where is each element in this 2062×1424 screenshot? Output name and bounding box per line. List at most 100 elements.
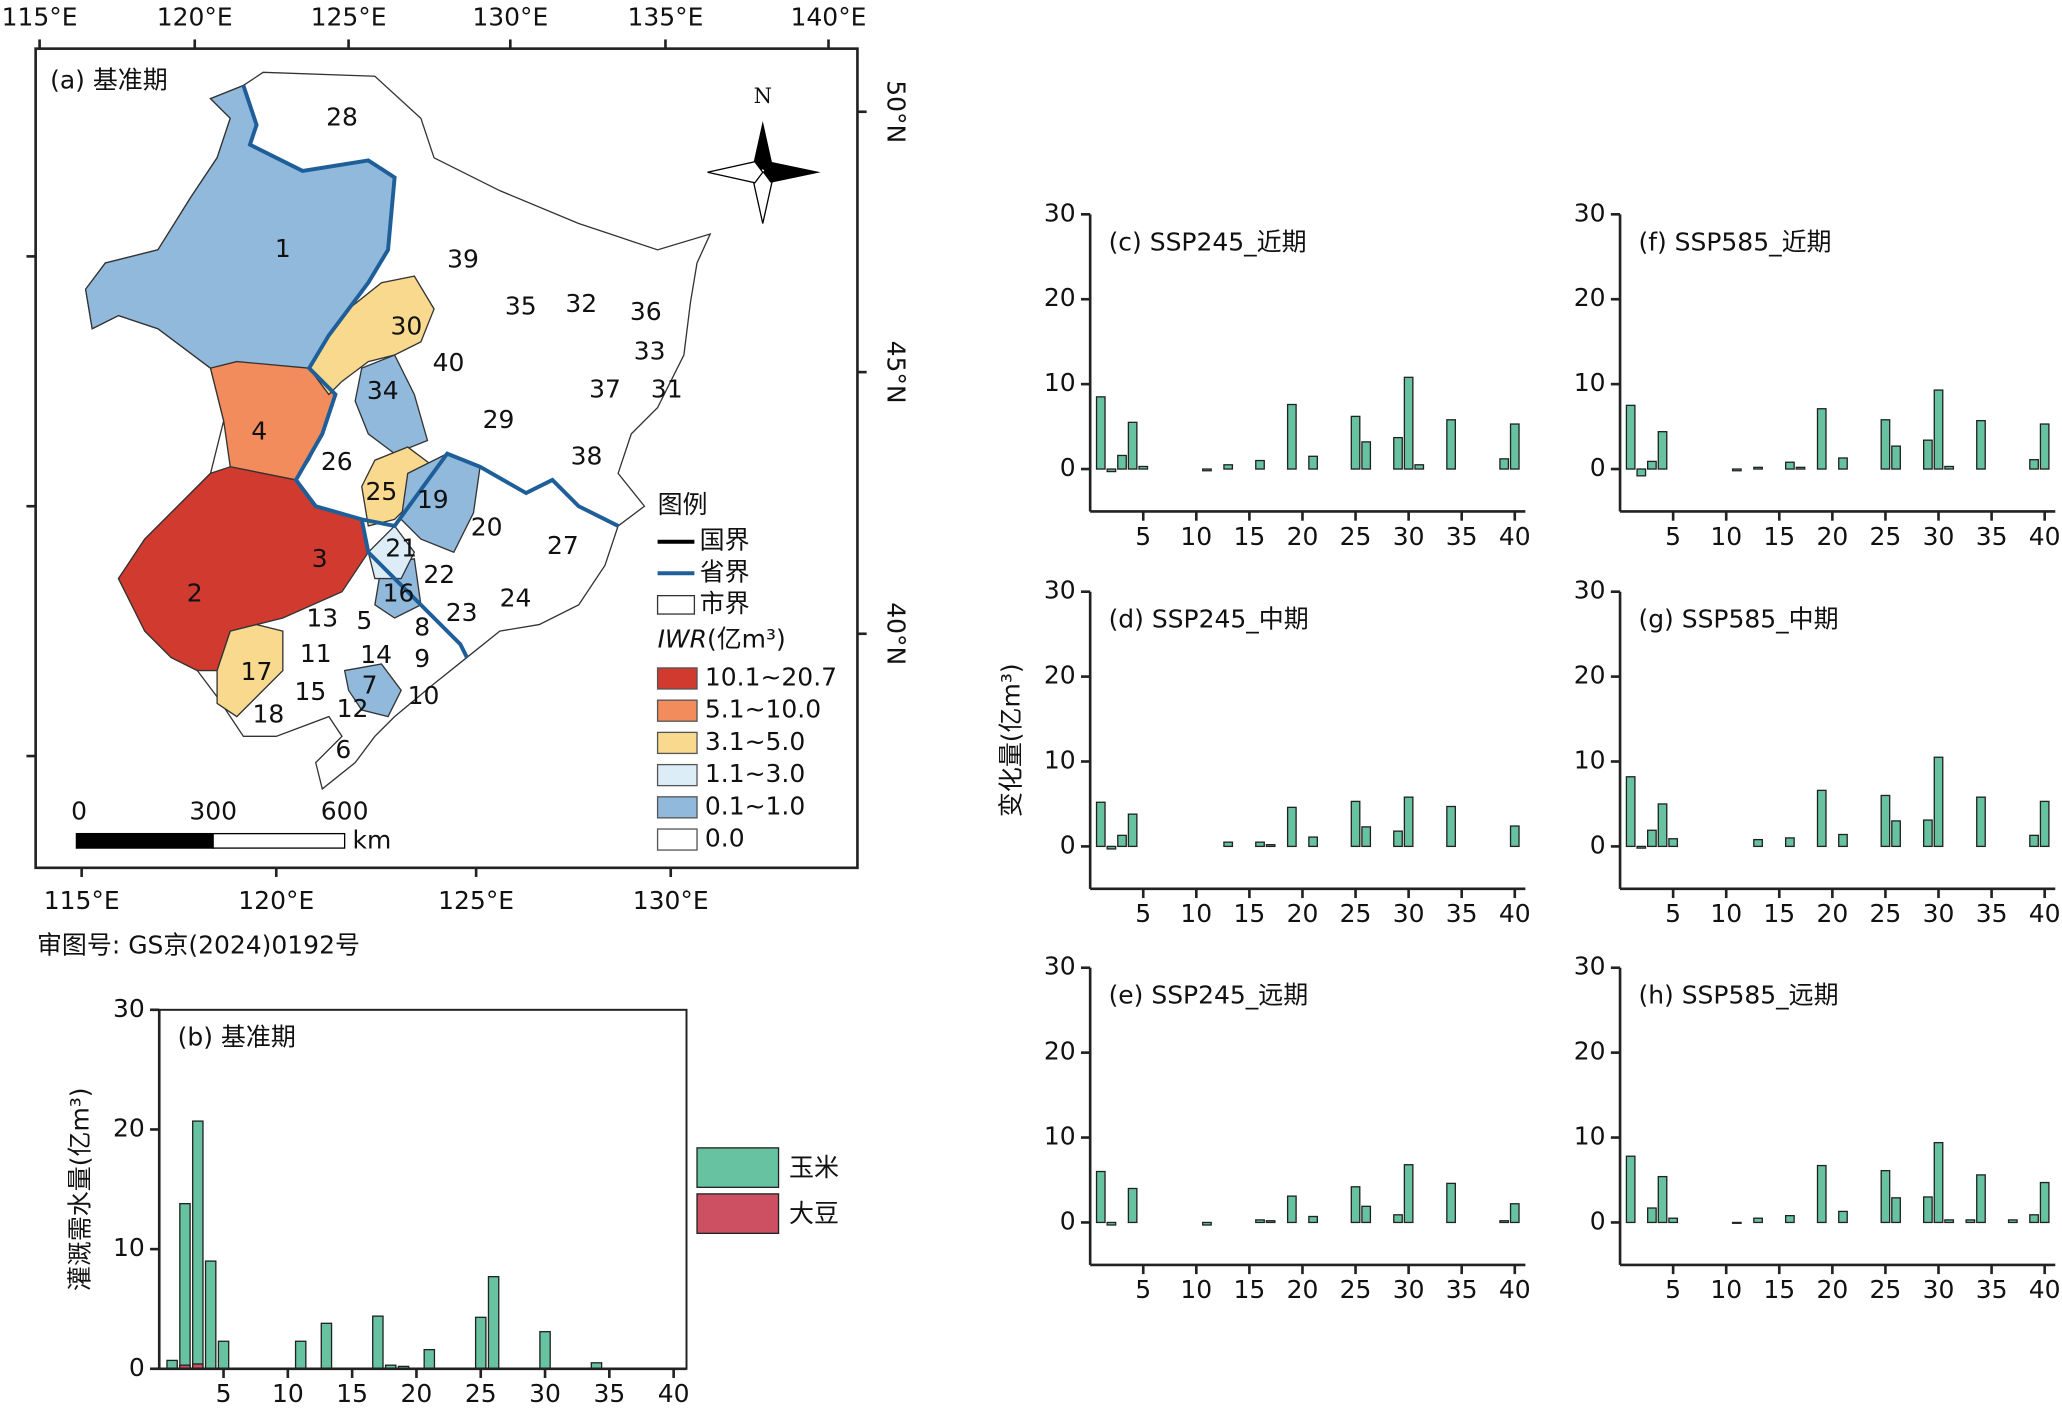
x-tick-label: 10 [1180, 522, 1212, 551]
y-tick-label: 0 [1060, 453, 1076, 482]
lon-label: 120°E [238, 886, 314, 915]
x-tick-label: 40 [2029, 522, 2061, 551]
region-label: 4 [251, 417, 267, 446]
bar [1403, 376, 1414, 470]
scale-label: 0 [71, 797, 87, 826]
region-label: 3 [312, 544, 328, 573]
region [343, 663, 402, 718]
region-label: 30 [391, 311, 423, 340]
legend-swatch [656, 731, 698, 755]
region-label: 8 [414, 613, 430, 642]
bar [1636, 845, 1647, 849]
bar [1286, 806, 1297, 848]
bar [1255, 459, 1265, 470]
bar [1625, 1155, 1636, 1224]
scale-label: 600 [321, 797, 369, 826]
legend-label: 10.1~20.7 [705, 662, 837, 691]
y-tick-label: 0 [1590, 830, 1606, 859]
region-label: 27 [547, 531, 579, 560]
lon-label: 130°E [472, 2, 548, 31]
region [117, 466, 370, 672]
region-label: 37 [589, 375, 621, 404]
legend-swatch [656, 796, 698, 819]
y-tick-label: 10 [1574, 368, 1606, 397]
region-label: 22 [423, 560, 455, 589]
north-label: N [754, 83, 772, 108]
bar [1657, 803, 1668, 848]
lon-label: 115°E [2, 2, 78, 31]
region-label: 20 [471, 513, 503, 542]
region-label: 18 [252, 699, 284, 728]
x-tick-label: 20 [1287, 899, 1319, 928]
region-label: 34 [367, 376, 399, 405]
x-tick-label: 10 [1180, 899, 1212, 928]
bar [192, 1120, 204, 1370]
legend-swatch [656, 828, 698, 851]
region-label: 7 [362, 670, 378, 699]
bar [1393, 830, 1403, 848]
region-label: 32 [565, 289, 597, 318]
legend-label: 1.1~3.0 [705, 759, 805, 788]
bar [1816, 408, 1827, 470]
bar [1891, 1197, 1901, 1224]
bar [1138, 465, 1149, 470]
bar [1106, 1221, 1117, 1226]
bar [1403, 796, 1414, 848]
bar [1106, 845, 1117, 850]
lat-label: 45°N [881, 341, 910, 404]
x-tick-label: 30 [1923, 522, 1955, 551]
region-label: 29 [483, 405, 515, 434]
x-tick-label: 40 [1499, 522, 1531, 551]
bar [1976, 419, 1986, 470]
y-tick-label: 30 [113, 994, 145, 1023]
bar [179, 1202, 191, 1370]
bar [487, 1275, 500, 1370]
chart-title: (h) SSP585_远期 [1638, 981, 1838, 1010]
lon-label: 135°E [628, 2, 704, 31]
bar [1944, 1219, 1955, 1224]
bar [1361, 441, 1372, 470]
map-title: (a) 基准期 [50, 66, 168, 95]
x-tick-label: 10 [1710, 899, 1742, 928]
chart-title: (d) SSP245_中期 [1109, 605, 1309, 634]
y-axis-label: 灌溉需水量(亿m³) [66, 1087, 95, 1291]
bar [1265, 844, 1276, 848]
province-border [241, 84, 620, 529]
bar [1668, 1217, 1679, 1224]
chart-title: (f) SSP585_近期 [1638, 227, 1831, 256]
region-label: 19 [417, 485, 449, 514]
x-tick-label: 20 [1287, 522, 1319, 551]
legend-swatch [696, 1193, 780, 1235]
legend-swatch [656, 699, 698, 722]
bar [1106, 468, 1117, 473]
bar [1286, 403, 1297, 470]
bar [1753, 466, 1763, 470]
region-label: 21 [385, 534, 417, 563]
x-tick-label: 30 [1393, 522, 1425, 551]
bar [1095, 1170, 1106, 1224]
region-label: 6 [335, 735, 351, 764]
map-ticks [26, 39, 867, 878]
x-tick-label: 5 [1135, 522, 1151, 551]
bar [1509, 825, 1520, 848]
bar [1753, 838, 1763, 848]
bar [1880, 1170, 1891, 1224]
bar [1731, 468, 1742, 472]
x-tick-label: 10 [1710, 522, 1742, 551]
x-tick-label: 15 [1763, 1275, 1795, 1304]
lat-label: 50°N [881, 80, 910, 143]
y-tick-label: 30 [1574, 952, 1606, 981]
bar [539, 1331, 551, 1370]
plot-frame [158, 1008, 688, 1370]
region-label: 1 [275, 234, 291, 263]
region-label: 12 [337, 694, 369, 723]
lon-label: 140°E [791, 2, 867, 31]
x-tick-label: 10 [272, 1379, 304, 1408]
region-label: 11 [300, 639, 332, 668]
bar [1223, 841, 1234, 848]
bar [1117, 834, 1127, 848]
bar [2029, 459, 2039, 470]
scale-bar [75, 832, 346, 849]
bar [1393, 436, 1403, 470]
x-tick-label: 35 [1446, 522, 1478, 551]
